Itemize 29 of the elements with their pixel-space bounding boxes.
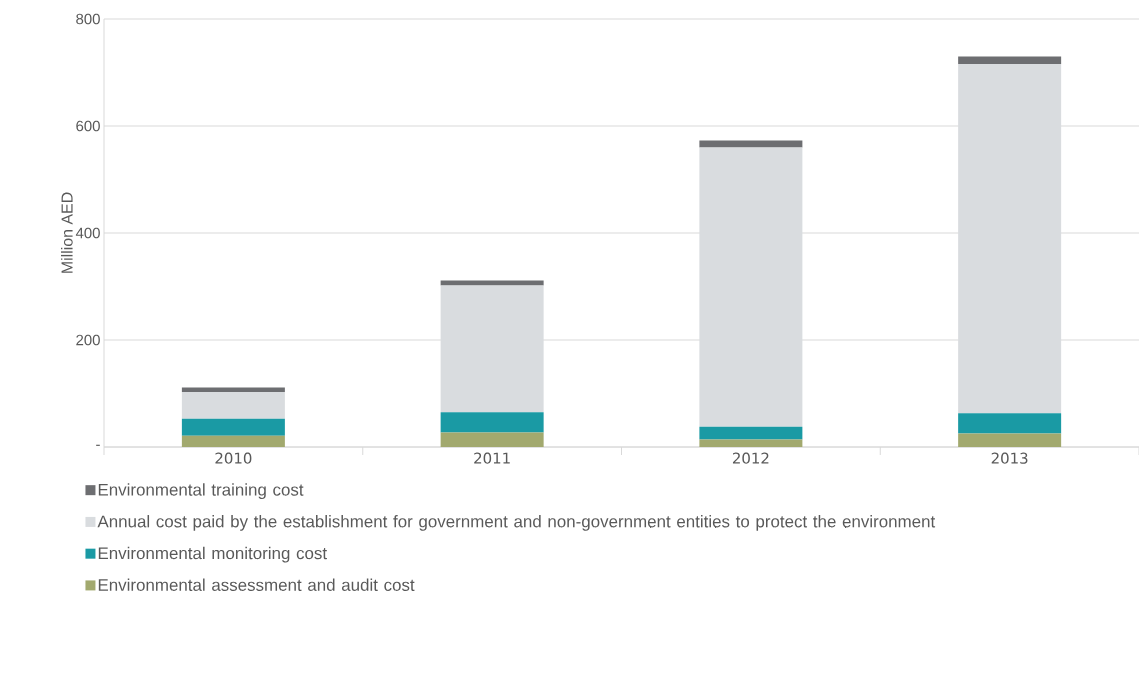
bar [181,391,285,419]
bar [958,63,1062,414]
y-tick-label: 800 [76,13,100,25]
legend-label: Annual cost paid by the establishment for government and non-government entities to protect the environment [97,515,936,531]
x-tick-label: 2011 [474,452,510,464]
legend-label: Environmental monitoring cost [98,546,327,563]
x-tick-label: 2010 [215,452,252,464]
bar [440,432,544,447]
y-tick-label: - [96,444,100,446]
legend-label: Environmental training cost [98,483,304,500]
bar [699,147,803,427]
bar [958,433,1062,447]
bar [958,56,1062,64]
y-axis-title: Million AED [61,192,73,273]
y-tick-label: 600 [76,120,100,132]
legend-label: Environmental assessment and audit cost [98,578,415,591]
bar [181,387,285,392]
bar [440,412,544,433]
bar [699,140,803,148]
y-tick-label: 200 [76,334,100,346]
x-tick-label: 2013 [991,452,1028,464]
bar [440,285,544,413]
bar [181,435,285,447]
bar [181,418,285,436]
bar [699,439,803,447]
x-tick-label: 2012 [732,452,769,464]
bar [699,426,803,440]
bar [958,413,1062,434]
y-tick-label: 400 [75,227,100,239]
